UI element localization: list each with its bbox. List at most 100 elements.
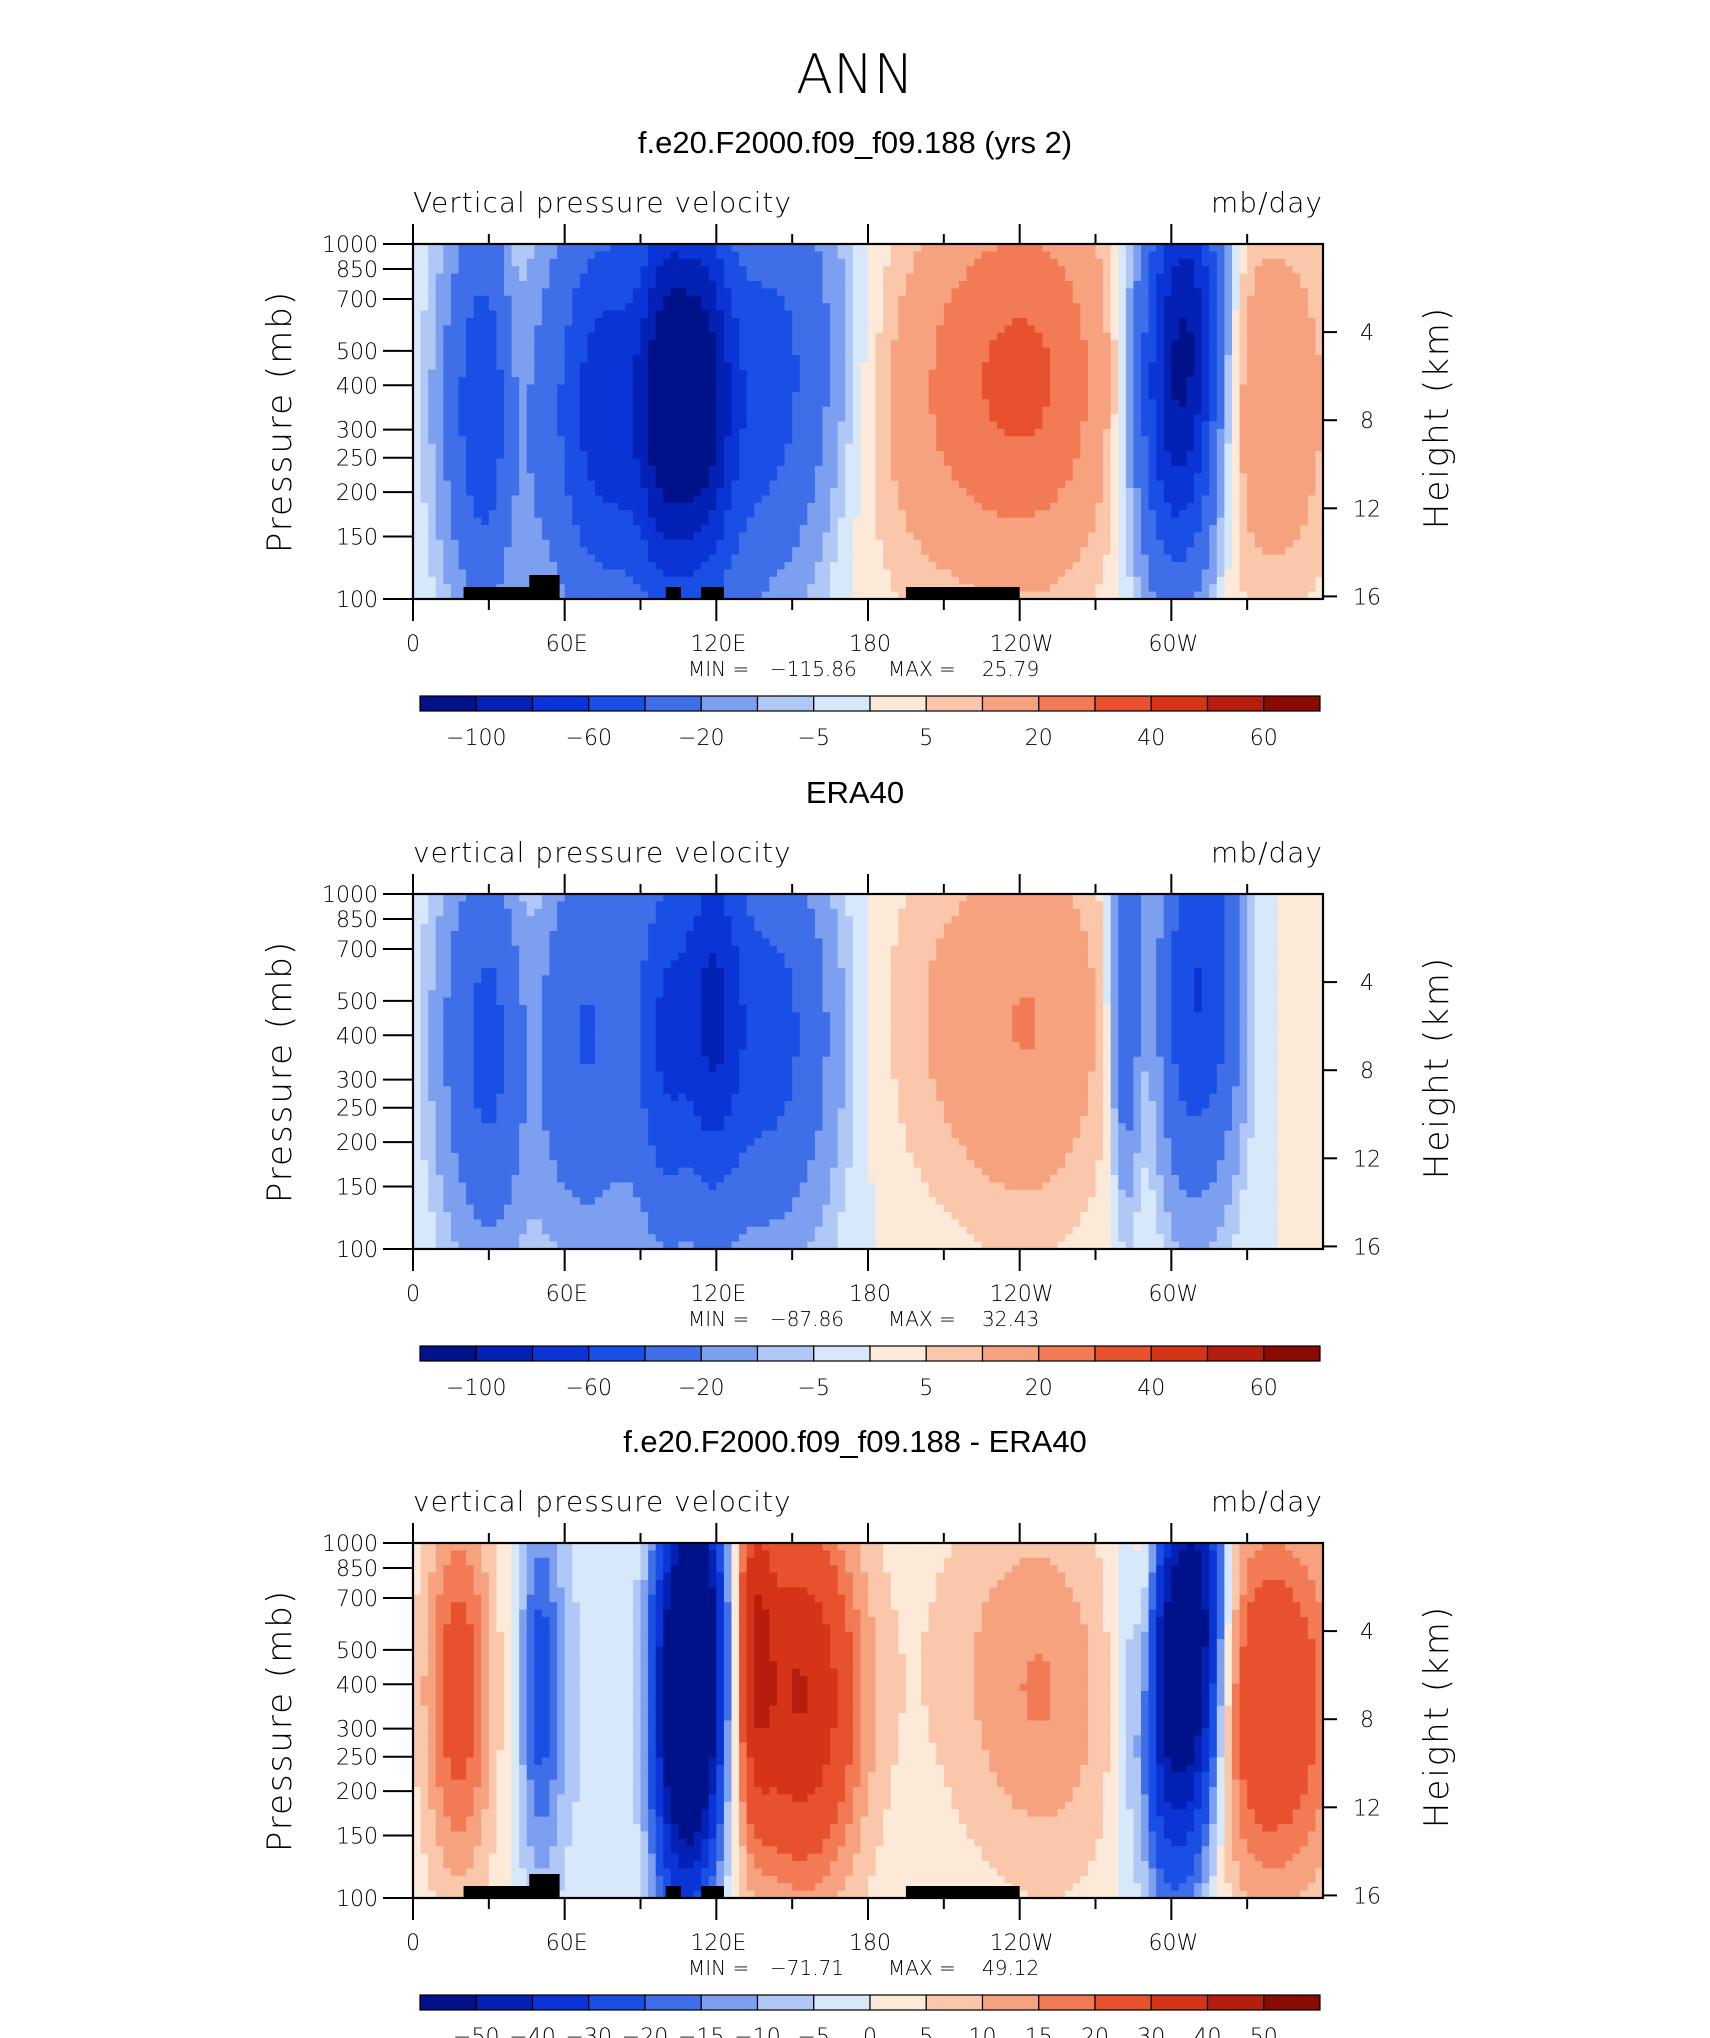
field-cell xyxy=(1080,280,1089,289)
field-cell xyxy=(632,391,642,400)
field-cell xyxy=(519,539,528,548)
field-cell xyxy=(1262,295,1271,304)
field-cell xyxy=(1057,421,1066,430)
field-cell xyxy=(1232,347,1241,356)
field-cell xyxy=(898,266,907,275)
field-cell xyxy=(1103,421,1112,430)
field-cell xyxy=(496,310,505,319)
field-cell xyxy=(792,451,801,460)
field-cell xyxy=(1072,451,1081,460)
field-cell xyxy=(655,502,664,511)
field-cell xyxy=(1050,436,1059,445)
field-cell xyxy=(1300,428,1309,437)
field-cell xyxy=(845,369,854,378)
field-cell xyxy=(640,384,649,393)
field-cell xyxy=(1072,317,1081,326)
field-cell xyxy=(1019,480,1028,489)
field-cell xyxy=(1239,406,1248,415)
field-cell xyxy=(959,517,968,526)
field-cell xyxy=(792,384,801,393)
field-cell xyxy=(1269,303,1279,312)
field-cell xyxy=(996,510,1006,519)
field-cell xyxy=(875,295,884,304)
field-cell xyxy=(936,473,945,482)
field-cell xyxy=(1118,510,1127,519)
field-cell xyxy=(936,266,945,275)
field-cell xyxy=(860,414,869,423)
field-cell xyxy=(655,547,664,556)
field-cell xyxy=(890,340,899,349)
field-cell xyxy=(443,251,452,260)
field-cell xyxy=(761,406,771,415)
field-cell xyxy=(868,517,877,526)
field-cell xyxy=(814,414,824,423)
field-cell xyxy=(1186,428,1195,437)
field-cell xyxy=(1034,244,1044,252)
field-cell xyxy=(1103,495,1112,504)
field-cell xyxy=(754,502,763,511)
field-cell xyxy=(1186,325,1195,334)
field-cell xyxy=(458,458,467,467)
field-cell xyxy=(534,480,543,489)
field-cell xyxy=(830,502,839,511)
field-cell xyxy=(1004,303,1013,312)
field-cell xyxy=(1307,273,1317,282)
field-cell xyxy=(883,458,892,467)
field-cell xyxy=(564,280,573,289)
field-cell xyxy=(640,428,649,437)
field-cell xyxy=(655,495,664,504)
field-cell xyxy=(413,273,422,282)
field-cell xyxy=(716,317,725,326)
field-cell xyxy=(617,310,626,319)
field-cell xyxy=(648,244,657,252)
field-cell xyxy=(860,539,869,548)
field-cell xyxy=(648,347,657,356)
field-cell xyxy=(1118,436,1127,445)
field-cell xyxy=(716,295,725,304)
field-cell xyxy=(1042,369,1051,378)
field-cell xyxy=(526,443,535,452)
field-cell xyxy=(1300,451,1309,460)
field-cell xyxy=(1201,244,1210,252)
field-cell xyxy=(860,288,869,297)
field-cell xyxy=(784,303,793,312)
field-cell xyxy=(1232,391,1241,400)
field-cell xyxy=(458,369,467,378)
field-cell xyxy=(443,377,452,386)
field-cell xyxy=(777,480,786,489)
field-cell xyxy=(1163,510,1172,519)
field-cell xyxy=(981,451,990,460)
field-cell xyxy=(481,414,490,423)
field-cell xyxy=(890,310,899,319)
field-cell xyxy=(1050,451,1059,460)
field-cell xyxy=(860,451,869,460)
field-cell xyxy=(754,488,763,497)
field-cell xyxy=(670,458,680,467)
field-cell xyxy=(632,244,642,252)
field-cell xyxy=(822,465,831,474)
field-cell xyxy=(519,473,528,482)
field-cell xyxy=(716,347,725,356)
field-cell xyxy=(1080,510,1089,519)
field-cell xyxy=(686,517,695,526)
field-cell xyxy=(860,280,869,289)
field-cell xyxy=(488,273,498,282)
field-cell xyxy=(1201,280,1210,289)
field-cell xyxy=(1072,273,1081,282)
field-cell xyxy=(943,502,953,511)
field-cell xyxy=(549,391,558,400)
field-cell xyxy=(595,244,604,252)
field-cell xyxy=(716,310,725,319)
field-cell xyxy=(549,266,558,275)
field-cell xyxy=(1156,399,1165,408)
field-cell xyxy=(1224,488,1233,497)
field-cell xyxy=(1057,317,1066,326)
field-cell xyxy=(761,332,771,341)
field-cell xyxy=(610,362,619,371)
field-cell xyxy=(496,488,505,497)
field-cell xyxy=(928,258,937,267)
field-cell xyxy=(905,273,915,282)
field-cell xyxy=(1171,480,1180,489)
field-cell xyxy=(814,354,824,363)
field-cell xyxy=(602,525,611,534)
